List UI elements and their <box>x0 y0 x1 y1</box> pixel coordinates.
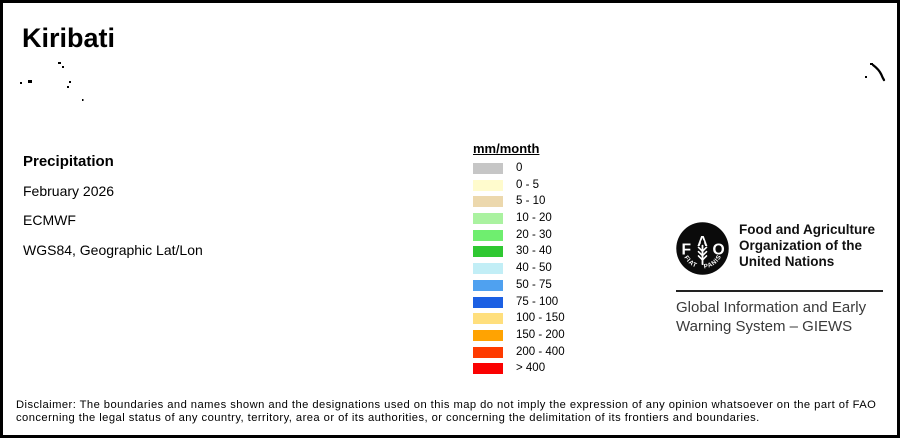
legend-row: 100 - 150 <box>473 312 653 325</box>
legend-row: 50 - 75 <box>473 278 653 291</box>
island-dot <box>865 76 867 78</box>
legend-label: 10 - 20 <box>516 212 552 225</box>
legend-label: 5 - 10 <box>516 195 546 208</box>
disclaimer-line1: Disclaimer: The boundaries and names sho… <box>16 399 877 411</box>
fao-divider-line <box>676 290 883 293</box>
legend-rows: 0 0 - 5 5 - 10 10 - 20 20 - 30 30 - 40 40 - 50… <box>473 162 653 375</box>
legend-swatch <box>473 163 503 174</box>
legend-label: 30 - 40 <box>516 245 552 258</box>
fao-org-line2: Organization of the <box>739 238 862 253</box>
legend-row: 0 - 5 <box>473 178 653 191</box>
island-dot <box>870 63 873 65</box>
legend-swatch <box>473 179 503 191</box>
precipitation-legend: mm/month 0 0 - 5 5 - 10 10 - 20 20 - 30 30 - … <box>473 141 653 380</box>
legend-row: 150 - 200 <box>473 328 653 341</box>
legend-row: 30 - 40 <box>473 245 653 258</box>
island-dot <box>67 86 69 88</box>
legend-row: 200 - 400 <box>473 345 653 358</box>
legend-swatch <box>473 313 503 325</box>
legend-header: mm/month <box>473 141 540 156</box>
legend-label: 100 - 150 <box>516 312 565 325</box>
legend-label: 150 - 200 <box>516 328 565 341</box>
legend-swatch <box>473 279 503 291</box>
legend-swatch <box>473 329 503 341</box>
legend-swatch <box>473 363 503 375</box>
legend-swatch <box>473 246 503 258</box>
giews-line1: Global Information and Early <box>676 299 867 316</box>
legend-label: 20 - 30 <box>516 228 552 241</box>
giews-label: Global Information and Early Warning Sys… <box>676 299 866 336</box>
info-source: ECMWF <box>23 212 76 229</box>
island-shapes <box>20 62 886 101</box>
fao-logo-letter-o: O <box>713 242 725 259</box>
legend-swatch <box>473 213 503 225</box>
fao-logo-letter-f: F <box>682 242 692 259</box>
fao-org-line1: Food and Agriculture <box>739 222 875 237</box>
legend-swatch <box>473 229 503 241</box>
disclaimer-text: Disclaimer: The boundaries and names sho… <box>16 399 876 426</box>
info-layer-name: Precipitation <box>23 153 114 170</box>
legend-row: 75 - 100 <box>473 295 653 308</box>
legend-row: 20 - 30 <box>473 228 653 241</box>
islands-map <box>20 62 886 101</box>
legend-label: 40 - 50 <box>516 262 552 275</box>
legend-label: 0 - 5 <box>516 178 540 191</box>
giews-line2: Warning System – GIEWS <box>676 317 853 335</box>
island-dot <box>58 62 61 64</box>
map-info-block: Precipitation February 2026 ECMWF WGS84,… <box>23 147 203 265</box>
fao-logo-grain-drop <box>700 239 705 246</box>
island-dot <box>20 82 22 84</box>
map-title: Kiribati <box>22 23 116 53</box>
island-atoll-arc <box>871 63 886 82</box>
legend-swatch <box>473 263 503 275</box>
legend-label: 75 - 100 <box>516 295 559 308</box>
legend-row: 40 - 50 <box>473 262 653 275</box>
legend-swatch <box>473 196 503 208</box>
legend-label: 0 <box>516 162 523 174</box>
legend-swatch <box>473 296 503 308</box>
island-dot <box>62 66 64 68</box>
legend-swatch <box>473 346 503 358</box>
fao-logo-icon: F O A FIAT PANIS <box>676 222 729 275</box>
legend-row: 10 - 20 <box>473 212 653 225</box>
legend-row: 5 - 10 <box>473 195 653 208</box>
legend-row: > 400 <box>473 362 653 375</box>
fao-org-name: Food and Agriculture Organization of the… <box>739 222 875 270</box>
legend-label: > 400 <box>516 362 546 375</box>
legend-row: 0 <box>473 162 653 174</box>
disclaimer-line2: concerning the legal status of any count… <box>16 412 760 425</box>
fao-org-line3: United Nations <box>739 254 835 269</box>
info-period: February 2026 <box>23 182 115 199</box>
legend-label: 50 - 75 <box>516 278 552 291</box>
island-dot <box>69 81 71 83</box>
info-projection: WGS84, Geographic Lat/Lon <box>23 241 203 258</box>
legend-label: 200 - 400 <box>516 345 565 358</box>
island-dot <box>28 80 32 83</box>
fao-logo-wheat-icon <box>697 244 708 266</box>
island-dot <box>82 99 84 101</box>
